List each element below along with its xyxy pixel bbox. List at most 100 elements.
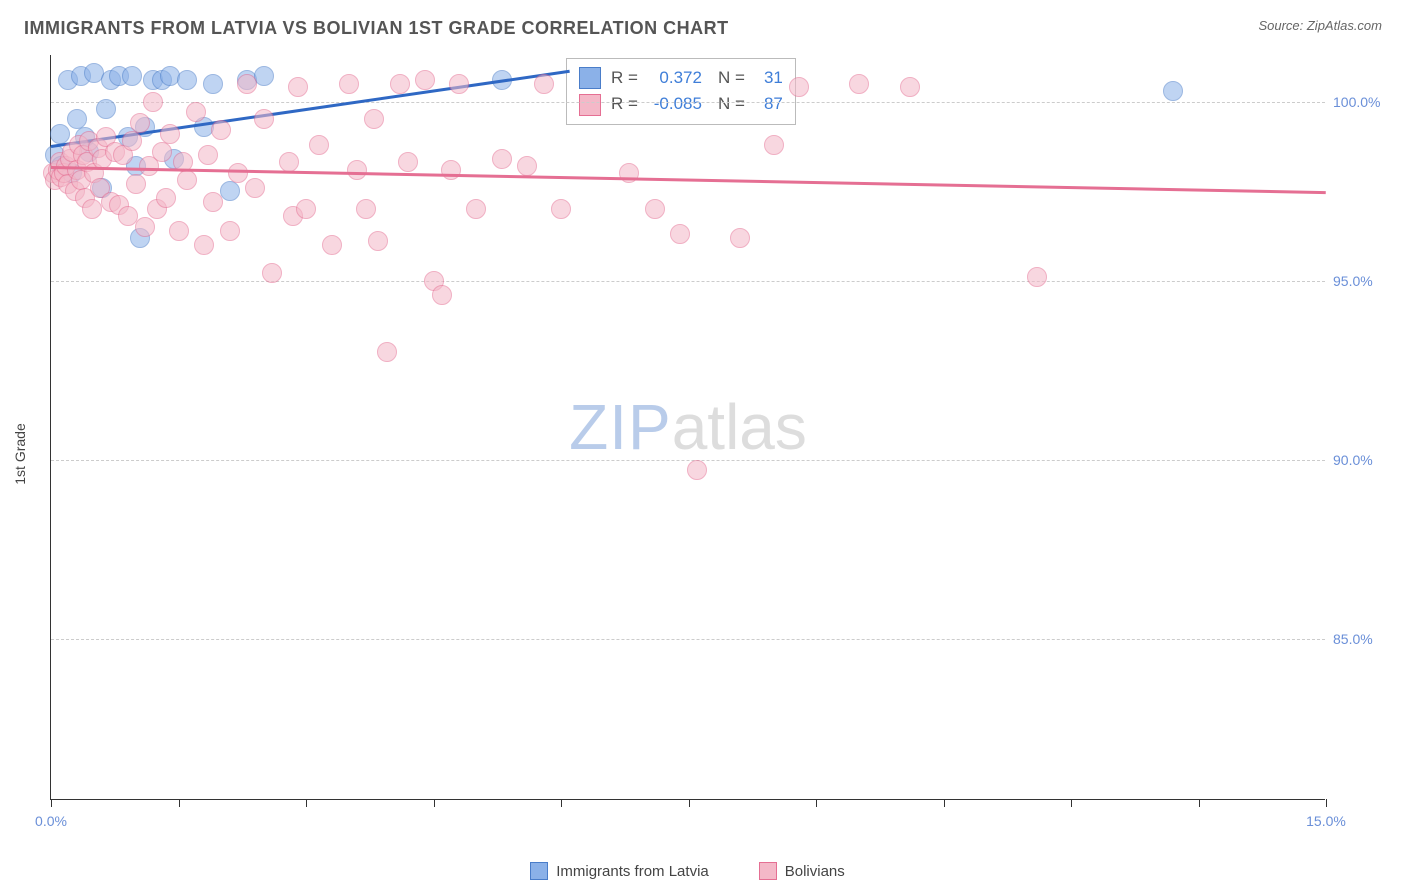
stats-swatch-bolivia <box>579 94 601 116</box>
gridline <box>51 102 1325 103</box>
data-point-bolivia <box>156 188 176 208</box>
legend-swatch-latvia <box>530 862 548 880</box>
source-prefix: Source: <box>1258 18 1306 33</box>
stats-n-label: N = <box>718 65 745 91</box>
data-point-bolivia <box>687 460 707 480</box>
x-tick <box>1199 799 1200 807</box>
data-point-latvia <box>122 66 142 86</box>
data-point-latvia <box>254 66 274 86</box>
stats-swatch-latvia <box>579 67 601 89</box>
data-point-bolivia <box>122 131 142 151</box>
data-point-bolivia <box>619 163 639 183</box>
data-point-bolivia <box>551 199 571 219</box>
stats-r-label: R = <box>611 91 638 117</box>
data-point-bolivia <box>198 145 218 165</box>
gridline <box>51 281 1325 282</box>
data-point-latvia <box>203 74 223 94</box>
y-tick-label: 90.0% <box>1333 452 1393 468</box>
data-point-bolivia <box>177 170 197 190</box>
legend-item-bolivia: Bolivians <box>759 862 845 880</box>
stats-r-value: -0.085 <box>648 91 702 117</box>
source-label: Source: ZipAtlas.com <box>1258 18 1382 33</box>
gridline <box>51 639 1325 640</box>
data-point-bolivia <box>517 156 537 176</box>
data-point-bolivia <box>279 152 299 172</box>
x-tick <box>816 799 817 807</box>
watermark-atlas: atlas <box>672 391 807 463</box>
watermark-zip: ZIP <box>569 391 672 463</box>
data-point-bolivia <box>82 199 102 219</box>
data-point-bolivia <box>220 221 240 241</box>
data-point-bolivia <box>466 199 486 219</box>
data-point-latvia <box>96 99 116 119</box>
x-tick <box>1326 799 1327 807</box>
stats-r-value: 0.372 <box>648 65 702 91</box>
x-tick <box>434 799 435 807</box>
x-tick-label: 15.0% <box>1306 813 1346 829</box>
legend: Immigrants from Latvia Bolivians <box>50 862 1325 880</box>
data-point-bolivia <box>296 199 316 219</box>
legend-item-latvia: Immigrants from Latvia <box>530 862 709 880</box>
data-point-bolivia <box>322 235 342 255</box>
data-point-bolivia <box>849 74 869 94</box>
stats-n-label: N = <box>718 91 745 117</box>
data-point-bolivia <box>441 160 461 180</box>
y-axis-label: 1st Grade <box>12 423 28 484</box>
watermark: ZIPatlas <box>569 390 807 464</box>
x-tick <box>944 799 945 807</box>
header: IMMIGRANTS FROM LATVIA VS BOLIVIAN 1ST G… <box>0 0 1406 49</box>
data-point-bolivia <box>364 109 384 129</box>
x-tick <box>1071 799 1072 807</box>
data-point-bolivia <box>356 199 376 219</box>
data-point-bolivia <box>135 217 155 237</box>
y-tick-label: 85.0% <box>1333 631 1393 647</box>
x-tick <box>306 799 307 807</box>
legend-label: Bolivians <box>785 863 845 880</box>
data-point-latvia <box>177 70 197 90</box>
data-point-bolivia <box>245 178 265 198</box>
data-point-bolivia <box>730 228 750 248</box>
legend-label: Immigrants from Latvia <box>556 863 709 880</box>
data-point-bolivia <box>126 174 146 194</box>
data-point-bolivia <box>228 163 248 183</box>
data-point-bolivia <box>492 149 512 169</box>
data-point-bolivia <box>415 70 435 90</box>
data-point-bolivia <box>194 235 214 255</box>
data-point-bolivia <box>645 199 665 219</box>
data-point-bolivia <box>398 152 418 172</box>
y-tick-label: 95.0% <box>1333 273 1393 289</box>
data-point-bolivia <box>254 109 274 129</box>
data-point-bolivia <box>900 77 920 97</box>
stats-n-value: 87 <box>755 91 783 117</box>
data-point-bolivia <box>534 74 554 94</box>
data-point-latvia <box>220 181 240 201</box>
x-tick <box>561 799 562 807</box>
stats-r-label: R = <box>611 65 638 91</box>
source-name: ZipAtlas.com <box>1307 18 1382 33</box>
chart-title: IMMIGRANTS FROM LATVIA VS BOLIVIAN 1ST G… <box>24 18 729 39</box>
stats-n-value: 31 <box>755 65 783 91</box>
data-point-latvia <box>50 124 70 144</box>
data-point-bolivia <box>339 74 359 94</box>
data-point-bolivia <box>186 102 206 122</box>
data-point-bolivia <box>211 120 231 140</box>
data-point-bolivia <box>390 74 410 94</box>
legend-swatch-bolivia <box>759 862 777 880</box>
y-tick-label: 100.0% <box>1333 94 1393 110</box>
x-tick <box>51 799 52 807</box>
data-point-bolivia <box>169 221 189 241</box>
data-point-bolivia <box>288 77 308 97</box>
data-point-bolivia <box>368 231 388 251</box>
data-point-bolivia <box>262 263 282 283</box>
x-tick <box>689 799 690 807</box>
data-point-bolivia <box>309 135 329 155</box>
correlation-stats-box: R = 0.372 N = 31 R = -0.085 N = 87 <box>566 58 796 125</box>
x-tick-label: 0.0% <box>35 813 67 829</box>
plot-area: ZIPatlas R =0.372N =31R =-0.085N =87 85.… <box>50 55 1325 800</box>
data-point-bolivia <box>670 224 690 244</box>
stats-row-latvia: R = 0.372 N = 31 <box>579 65 783 91</box>
data-point-bolivia <box>130 113 150 133</box>
data-point-bolivia <box>789 77 809 97</box>
data-point-bolivia <box>160 124 180 144</box>
data-point-bolivia <box>237 74 257 94</box>
